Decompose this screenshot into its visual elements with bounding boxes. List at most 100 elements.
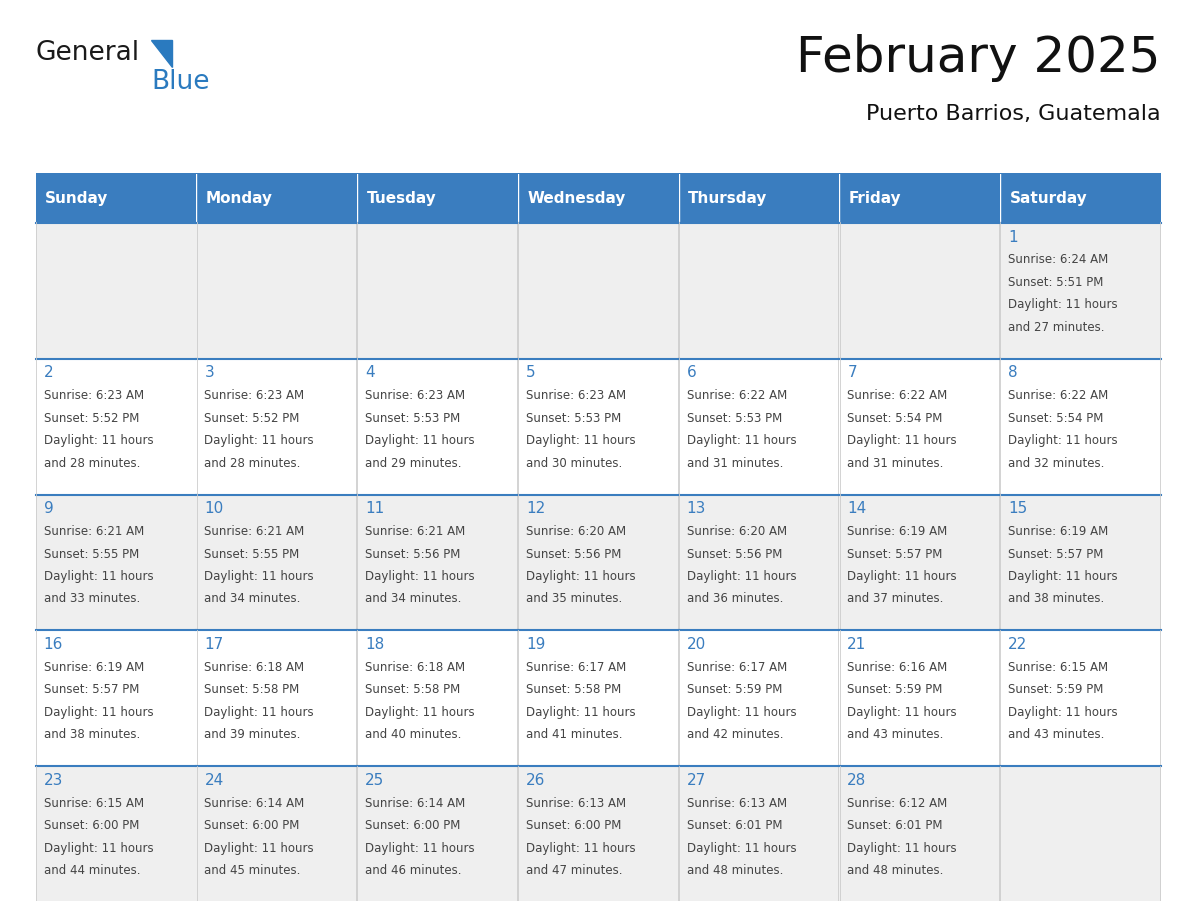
- Text: Daylight: 11 hours: Daylight: 11 hours: [204, 434, 314, 447]
- Text: and 46 minutes.: and 46 minutes.: [365, 864, 462, 877]
- Text: Sunrise: 6:13 AM: Sunrise: 6:13 AM: [687, 797, 786, 810]
- Text: and 38 minutes.: and 38 minutes.: [1007, 592, 1104, 605]
- Text: Sunrise: 6:21 AM: Sunrise: 6:21 AM: [365, 525, 466, 538]
- Text: and 34 minutes.: and 34 minutes.: [204, 592, 301, 605]
- Text: 20: 20: [687, 637, 706, 652]
- Text: Daylight: 11 hours: Daylight: 11 hours: [44, 434, 153, 447]
- Text: and 39 minutes.: and 39 minutes.: [204, 728, 301, 741]
- Text: Sunset: 5:52 PM: Sunset: 5:52 PM: [204, 411, 299, 425]
- Text: and 48 minutes.: and 48 minutes.: [847, 864, 943, 877]
- Text: Daylight: 11 hours: Daylight: 11 hours: [44, 706, 153, 719]
- Text: and 41 minutes.: and 41 minutes.: [526, 728, 623, 741]
- Text: and 43 minutes.: and 43 minutes.: [847, 728, 943, 741]
- Text: Daylight: 11 hours: Daylight: 11 hours: [365, 570, 475, 583]
- Text: 9: 9: [44, 501, 53, 516]
- Text: Sunrise: 6:24 AM: Sunrise: 6:24 AM: [1007, 253, 1108, 266]
- Text: Sunset: 5:53 PM: Sunset: 5:53 PM: [687, 411, 782, 425]
- Text: and 28 minutes.: and 28 minutes.: [204, 456, 301, 469]
- Text: 23: 23: [44, 773, 63, 788]
- Text: Sunrise: 6:17 AM: Sunrise: 6:17 AM: [526, 661, 626, 674]
- Text: Sunrise: 6:18 AM: Sunrise: 6:18 AM: [365, 661, 466, 674]
- Text: Daylight: 11 hours: Daylight: 11 hours: [365, 706, 475, 719]
- Text: Saturday: Saturday: [1010, 191, 1087, 206]
- Text: Puerto Barrios, Guatemala: Puerto Barrios, Guatemala: [866, 105, 1161, 124]
- Text: Sunrise: 6:21 AM: Sunrise: 6:21 AM: [44, 525, 144, 538]
- Text: Sunrise: 6:14 AM: Sunrise: 6:14 AM: [204, 797, 304, 810]
- Text: Daylight: 11 hours: Daylight: 11 hours: [1007, 298, 1118, 311]
- Text: 7: 7: [847, 365, 857, 380]
- Text: Daylight: 11 hours: Daylight: 11 hours: [365, 434, 475, 447]
- Text: Monday: Monday: [206, 191, 273, 206]
- Text: Daylight: 11 hours: Daylight: 11 hours: [365, 842, 475, 855]
- Text: Daylight: 11 hours: Daylight: 11 hours: [526, 706, 636, 719]
- Text: 15: 15: [1007, 501, 1028, 516]
- Text: Daylight: 11 hours: Daylight: 11 hours: [526, 570, 636, 583]
- Text: Sunset: 5:55 PM: Sunset: 5:55 PM: [204, 547, 299, 561]
- Text: Sunset: 5:59 PM: Sunset: 5:59 PM: [847, 683, 942, 697]
- Text: Daylight: 11 hours: Daylight: 11 hours: [1007, 434, 1118, 447]
- Text: and 38 minutes.: and 38 minutes.: [44, 728, 140, 741]
- Text: Sunrise: 6:20 AM: Sunrise: 6:20 AM: [687, 525, 786, 538]
- Text: 24: 24: [204, 773, 223, 788]
- Text: Daylight: 11 hours: Daylight: 11 hours: [1007, 570, 1118, 583]
- Text: Sunrise: 6:17 AM: Sunrise: 6:17 AM: [687, 661, 786, 674]
- Text: Daylight: 11 hours: Daylight: 11 hours: [204, 706, 314, 719]
- Text: Sunrise: 6:22 AM: Sunrise: 6:22 AM: [1007, 389, 1108, 402]
- Text: Daylight: 11 hours: Daylight: 11 hours: [847, 434, 956, 447]
- Text: and 27 minutes.: and 27 minutes.: [1007, 320, 1105, 333]
- Text: and 29 minutes.: and 29 minutes.: [365, 456, 462, 469]
- Text: Tuesday: Tuesday: [367, 191, 436, 206]
- Text: 1: 1: [1007, 230, 1018, 244]
- Text: Sunday: Sunday: [45, 191, 108, 206]
- Text: Sunset: 5:55 PM: Sunset: 5:55 PM: [44, 547, 139, 561]
- Text: and 34 minutes.: and 34 minutes.: [365, 592, 461, 605]
- Text: Daylight: 11 hours: Daylight: 11 hours: [687, 570, 796, 583]
- Text: 2: 2: [44, 365, 53, 380]
- Text: 13: 13: [687, 501, 706, 516]
- Text: Sunrise: 6:21 AM: Sunrise: 6:21 AM: [204, 525, 304, 538]
- Text: Sunrise: 6:23 AM: Sunrise: 6:23 AM: [44, 389, 144, 402]
- Text: Sunset: 5:59 PM: Sunset: 5:59 PM: [1007, 683, 1104, 697]
- Text: Sunset: 5:59 PM: Sunset: 5:59 PM: [687, 683, 782, 697]
- Text: and 48 minutes.: and 48 minutes.: [687, 864, 783, 877]
- Text: and 30 minutes.: and 30 minutes.: [526, 456, 623, 469]
- Text: Sunset: 6:01 PM: Sunset: 6:01 PM: [687, 819, 782, 833]
- Text: and 35 minutes.: and 35 minutes.: [526, 592, 623, 605]
- Text: Sunset: 5:56 PM: Sunset: 5:56 PM: [687, 547, 782, 561]
- Text: Sunrise: 6:13 AM: Sunrise: 6:13 AM: [526, 797, 626, 810]
- Text: Sunset: 5:53 PM: Sunset: 5:53 PM: [365, 411, 461, 425]
- Text: Sunset: 6:00 PM: Sunset: 6:00 PM: [44, 819, 139, 833]
- Text: Sunrise: 6:19 AM: Sunrise: 6:19 AM: [1007, 525, 1108, 538]
- Text: and 37 minutes.: and 37 minutes.: [847, 592, 943, 605]
- Text: Sunrise: 6:15 AM: Sunrise: 6:15 AM: [1007, 661, 1108, 674]
- Text: and 28 minutes.: and 28 minutes.: [44, 456, 140, 469]
- Text: and 43 minutes.: and 43 minutes.: [1007, 728, 1105, 741]
- Text: and 36 minutes.: and 36 minutes.: [687, 592, 783, 605]
- Text: and 42 minutes.: and 42 minutes.: [687, 728, 783, 741]
- Text: Wednesday: Wednesday: [527, 191, 626, 206]
- Text: Sunset: 5:58 PM: Sunset: 5:58 PM: [526, 683, 621, 697]
- Text: and 31 minutes.: and 31 minutes.: [687, 456, 783, 469]
- Text: Blue: Blue: [152, 70, 210, 95]
- Text: Daylight: 11 hours: Daylight: 11 hours: [847, 842, 956, 855]
- Text: 8: 8: [1007, 365, 1018, 380]
- Text: Sunset: 5:54 PM: Sunset: 5:54 PM: [847, 411, 942, 425]
- Text: Daylight: 11 hours: Daylight: 11 hours: [687, 842, 796, 855]
- Text: Sunrise: 6:19 AM: Sunrise: 6:19 AM: [44, 661, 144, 674]
- Text: Sunset: 6:00 PM: Sunset: 6:00 PM: [526, 819, 621, 833]
- Text: 22: 22: [1007, 637, 1028, 652]
- Text: Sunrise: 6:23 AM: Sunrise: 6:23 AM: [365, 389, 466, 402]
- Text: and 45 minutes.: and 45 minutes.: [204, 864, 301, 877]
- Text: 21: 21: [847, 637, 866, 652]
- Text: Sunset: 5:52 PM: Sunset: 5:52 PM: [44, 411, 139, 425]
- Text: Sunset: 5:58 PM: Sunset: 5:58 PM: [365, 683, 461, 697]
- Text: Daylight: 11 hours: Daylight: 11 hours: [526, 842, 636, 855]
- Text: Daylight: 11 hours: Daylight: 11 hours: [204, 842, 314, 855]
- Text: Daylight: 11 hours: Daylight: 11 hours: [847, 570, 956, 583]
- Text: Sunrise: 6:16 AM: Sunrise: 6:16 AM: [847, 661, 948, 674]
- Text: Sunrise: 6:14 AM: Sunrise: 6:14 AM: [365, 797, 466, 810]
- Polygon shape: [151, 39, 171, 67]
- Text: Sunrise: 6:23 AM: Sunrise: 6:23 AM: [526, 389, 626, 402]
- Text: Sunset: 5:56 PM: Sunset: 5:56 PM: [526, 547, 621, 561]
- Text: Daylight: 11 hours: Daylight: 11 hours: [204, 570, 314, 583]
